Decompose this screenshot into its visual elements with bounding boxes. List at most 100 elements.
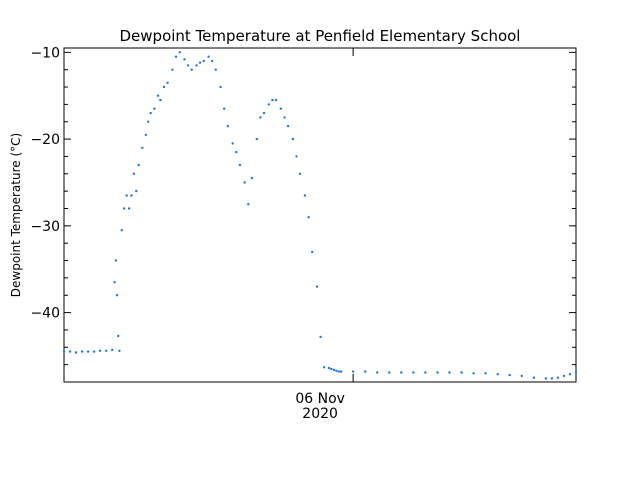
data-point [388, 371, 391, 374]
data-point [484, 372, 487, 375]
y-tick-label: −30 [30, 219, 60, 235]
data-point [472, 372, 475, 375]
x-tick-label: 2020 [302, 406, 338, 422]
data-point [147, 120, 150, 123]
data-point [568, 373, 572, 376]
data-point [211, 59, 214, 63]
chart-title: Dewpoint Temperature at Penfield Element… [120, 27, 521, 45]
data-point [544, 377, 548, 380]
data-point [171, 68, 174, 71]
data-point [562, 374, 566, 378]
data-point [132, 172, 136, 175]
data-point [247, 203, 250, 206]
data-point [120, 229, 124, 232]
data-point [243, 181, 246, 184]
data-point [118, 349, 121, 352]
data-point [123, 207, 126, 210]
data-point [238, 163, 242, 167]
data-point [74, 351, 78, 354]
data-point [574, 371, 578, 374]
data-point [98, 349, 102, 352]
data-point [520, 374, 523, 378]
data-point [159, 98, 162, 102]
data-point [298, 172, 302, 175]
data-point [330, 367, 333, 371]
data-point [149, 111, 152, 115]
data-point [267, 103, 270, 106]
data-point [156, 94, 160, 97]
data-point [303, 194, 307, 197]
data-point [127, 207, 131, 210]
data-point [214, 68, 217, 71]
data-point [226, 124, 229, 128]
data-point [327, 366, 331, 370]
x-tick-label: 06 Nov [295, 391, 345, 407]
data-point [376, 371, 379, 374]
data-point [111, 348, 114, 352]
data-point [174, 55, 178, 58]
data-point [114, 259, 118, 262]
data-point [508, 373, 511, 377]
data-point [135, 189, 138, 193]
y-tick-label: −40 [30, 306, 60, 322]
data-point [186, 64, 190, 67]
data-point [532, 376, 535, 379]
data-point [412, 371, 415, 374]
data-point [550, 377, 554, 380]
data-point [339, 370, 343, 373]
y-axis: −10 −20 −30 −40 [30, 45, 576, 383]
data-point [283, 116, 286, 119]
data-point [460, 371, 463, 374]
y-axis-label: Dewpoint Temperature (°C) [9, 133, 23, 297]
y-tick-label: −20 [30, 132, 60, 148]
data-point [144, 133, 148, 136]
data-point [337, 370, 340, 373]
data-point [262, 111, 266, 115]
y-tick-label: −10 [30, 45, 60, 61]
data-point [130, 194, 133, 197]
data-point [68, 350, 72, 353]
data-point [400, 371, 403, 374]
data-point [274, 98, 278, 102]
data-point [219, 85, 222, 89]
data-point [153, 107, 156, 110]
data-series [62, 51, 578, 380]
data-point [141, 146, 144, 149]
data-point [137, 163, 140, 167]
data-point [315, 285, 319, 288]
data-point [231, 142, 234, 145]
data-point [115, 294, 119, 297]
data-point [436, 371, 439, 374]
data-point [556, 376, 560, 379]
data-point [271, 98, 274, 102]
data-point [235, 150, 238, 154]
data-point [424, 371, 427, 374]
data-point [183, 58, 186, 61]
data-point [335, 369, 338, 372]
data-point [250, 176, 254, 180]
data-point [113, 281, 116, 284]
data-point [202, 59, 205, 63]
data-point [105, 349, 108, 352]
data-point [364, 370, 367, 373]
data-point [166, 81, 169, 84]
data-point [279, 107, 282, 110]
data-point [117, 334, 120, 338]
data-point [448, 371, 451, 374]
data-point [92, 350, 96, 353]
data-point [223, 107, 226, 110]
data-point [323, 366, 326, 369]
data-point [351, 370, 355, 373]
data-point [207, 55, 210, 58]
data-point [195, 64, 198, 67]
data-point [125, 194, 128, 197]
data-point [86, 350, 90, 353]
data-point [80, 350, 84, 353]
data-point [286, 124, 290, 128]
data-point [62, 350, 66, 353]
data-point [291, 137, 295, 141]
data-point [162, 85, 166, 89]
data-point [190, 68, 193, 71]
